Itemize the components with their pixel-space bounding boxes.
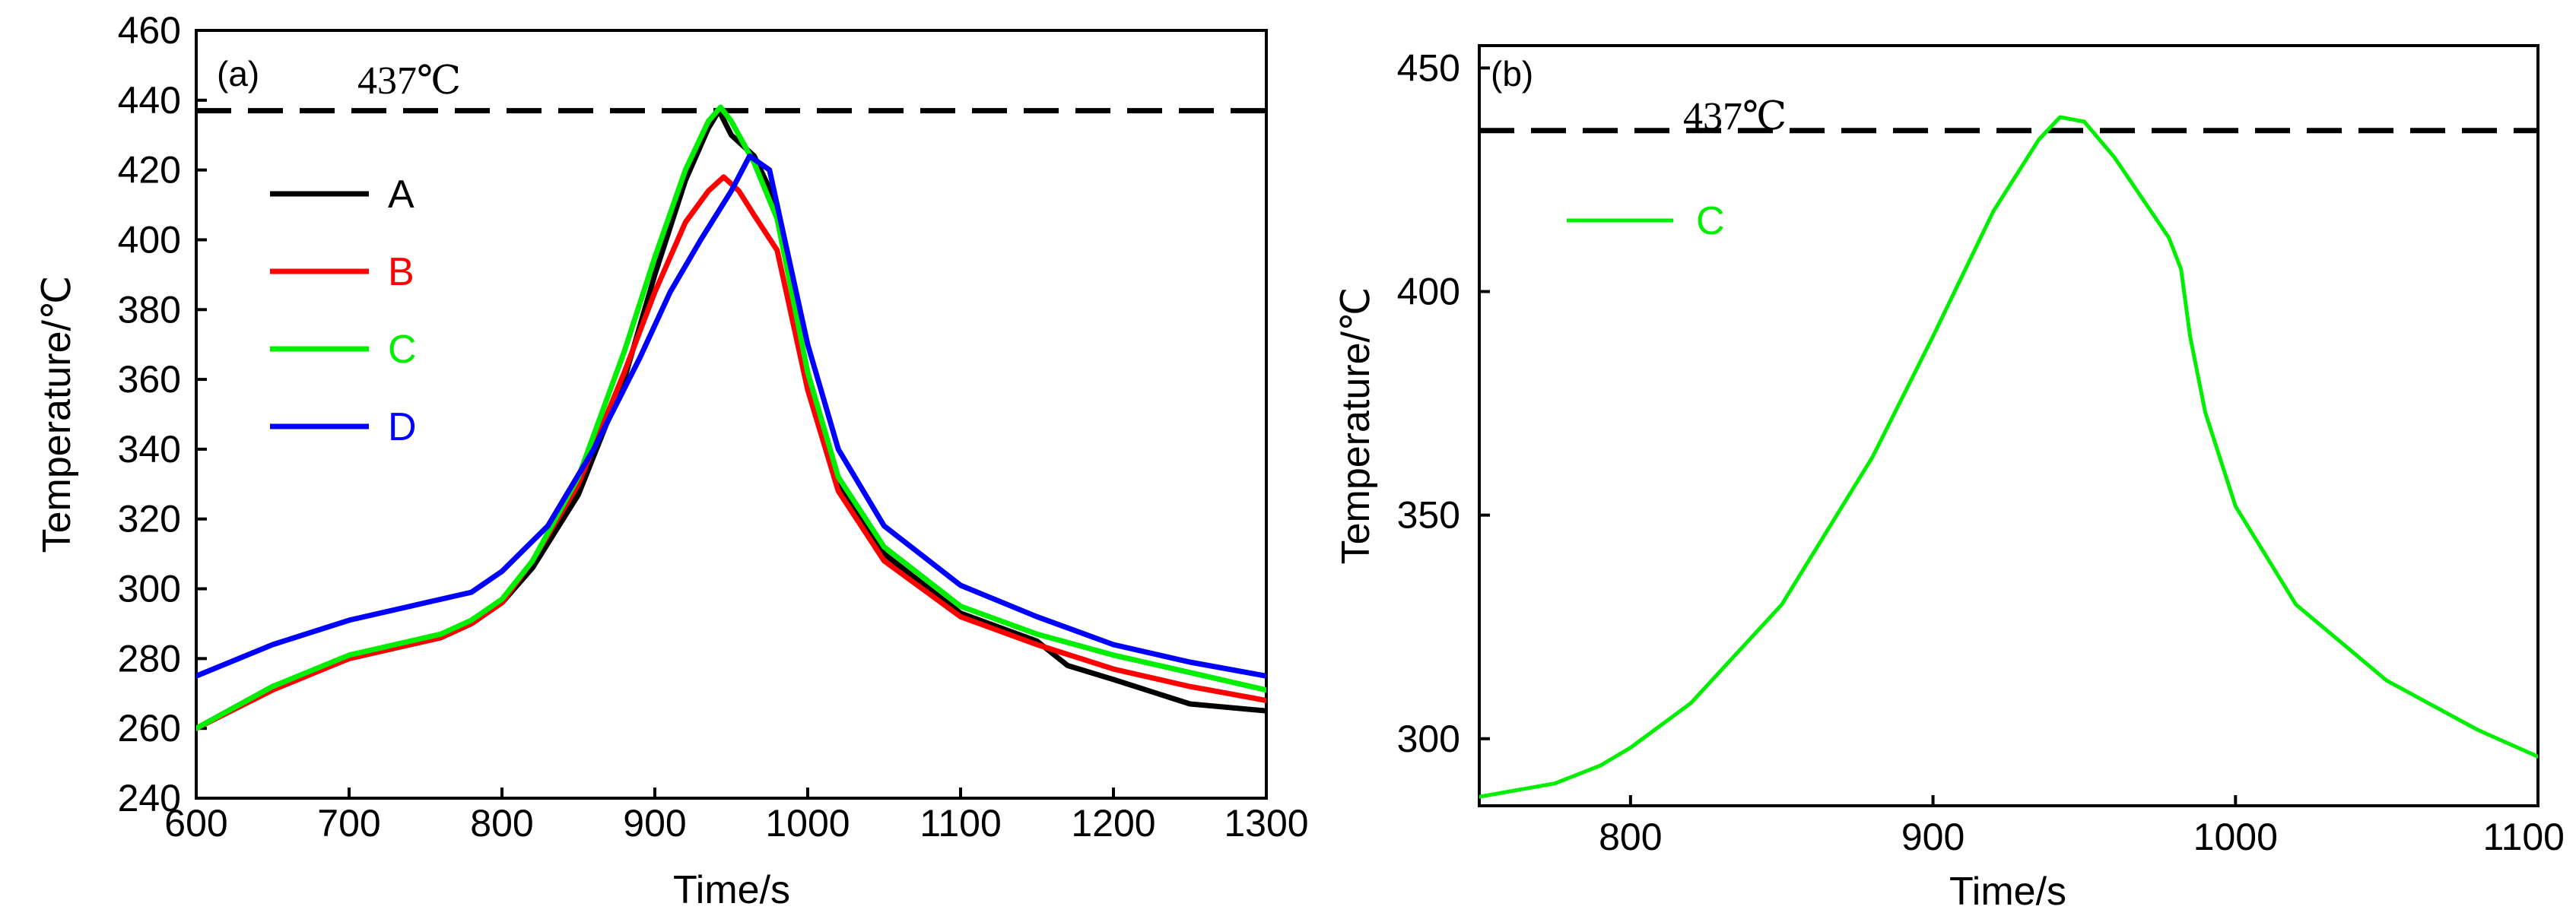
- panel-a: 600 700 800 900 1000 1100 1200 1300 240 260 280 300…: [35, 9, 1309, 912]
- plot-frame: [1478, 44, 2539, 807]
- y-tick-label: 380: [118, 288, 181, 331]
- y-tick-label: 320: [118, 498, 181, 540]
- series-line-c: [196, 104, 1266, 731]
- y-tick-label: 360: [118, 358, 181, 401]
- legend-label-a: A: [388, 173, 415, 217]
- reference-line-label: 437℃: [357, 59, 461, 103]
- series-line-d: [196, 153, 1266, 679]
- x-tick-label: 800: [1599, 816, 1662, 858]
- y-tick-label: 300: [118, 568, 181, 610]
- y-tick-label: 300: [1397, 718, 1460, 760]
- x-tick-label: 1000: [765, 802, 850, 845]
- panel-label: (b): [1491, 54, 1533, 94]
- legend-label-d: D: [388, 405, 417, 449]
- y-tick-label: 340: [118, 428, 181, 471]
- panel-b: 800 900 1000 1100 300 350 400 450 Time/s Temperat…: [1334, 44, 2565, 914]
- x-tick-label: 600: [164, 802, 227, 845]
- legend-label-c: C: [388, 328, 417, 372]
- y-axis-label: Temperature/℃: [35, 276, 79, 553]
- y-tick-label: 240: [118, 777, 181, 819]
- x-tick-label: 900: [623, 802, 686, 845]
- x-tick-label: 1200: [1071, 802, 1155, 845]
- legend-label-c: C: [1696, 199, 1725, 243]
- y-tick-label: 350: [1397, 494, 1460, 537]
- x-tick-label: 900: [1901, 816, 1965, 858]
- x-tick-label: 1100: [2482, 816, 2565, 858]
- panel-label: (a): [217, 54, 259, 94]
- series-group: [1479, 115, 2538, 799]
- series-group: [196, 104, 1266, 731]
- x-tick-label: 700: [317, 802, 380, 845]
- plot-frame: [195, 29, 1268, 800]
- y-tick-label: 400: [1397, 271, 1460, 313]
- x-tick-label: 1000: [2193, 816, 2278, 858]
- y-tick-label: 440: [118, 79, 181, 122]
- y-tick-label: 280: [118, 637, 181, 680]
- y-tick-label: 450: [1397, 46, 1460, 89]
- x-axis-label: Time/s: [1949, 870, 2066, 914]
- series-line-b: [196, 174, 1266, 731]
- legend-label-b: B: [388, 250, 415, 294]
- y-tick-label: 400: [118, 218, 181, 261]
- x-axis-label: Time/s: [673, 868, 790, 912]
- series-line-c: [1479, 115, 2538, 799]
- x-tick-label: 1300: [1224, 802, 1308, 845]
- x-tick-label: 800: [470, 802, 533, 845]
- reference-line-label: 437℃: [1683, 95, 1787, 138]
- y-tick-label: 460: [118, 9, 181, 52]
- x-tick-label: 1100: [920, 802, 1002, 845]
- y-tick-label: 260: [118, 707, 181, 750]
- y-tick-label: 420: [118, 149, 181, 192]
- y-axis-label: Temperature/℃: [1334, 287, 1378, 565]
- series-line-a: [196, 108, 1266, 731]
